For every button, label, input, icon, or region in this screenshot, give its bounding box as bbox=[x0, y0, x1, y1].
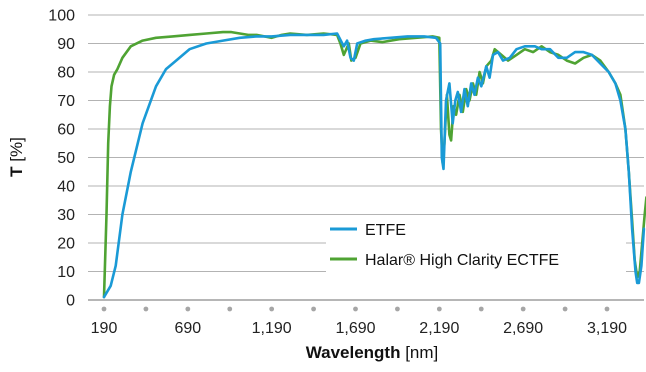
series-line-etfe bbox=[102, 32, 646, 299]
x-tick-dot bbox=[143, 306, 149, 312]
x-tick-dot bbox=[101, 306, 107, 312]
grid-lines bbox=[88, 14, 644, 301]
legend-background bbox=[326, 216, 626, 272]
y-tick-label: 60 bbox=[57, 122, 75, 139]
y-tick-label: 0 bbox=[66, 293, 75, 310]
y-axis-title-main: T bbox=[7, 166, 26, 177]
x-tick-dot bbox=[562, 306, 568, 312]
x-tick-dot bbox=[604, 306, 610, 312]
y-tick-label: 100 bbox=[48, 8, 75, 25]
x-tick-labels: 190 690 1,190 1,690 2,190 2,690 3,190 bbox=[91, 320, 627, 337]
legend: ETFE Halar® High Clarity ECTFE bbox=[326, 216, 626, 272]
y-axis-title: T [%] bbox=[7, 137, 26, 177]
x-tick-label: 2,690 bbox=[503, 320, 543, 337]
x-tick-dots bbox=[101, 306, 610, 312]
x-tick-label: 3,190 bbox=[587, 320, 627, 337]
x-tick-dot bbox=[311, 306, 316, 312]
y-tick-label: 40 bbox=[57, 179, 75, 196]
x-tick-label: 2,190 bbox=[419, 320, 459, 337]
x-tick-label: 1,190 bbox=[252, 320, 292, 337]
y-tick-label: 90 bbox=[57, 36, 75, 53]
series-lines bbox=[102, 30, 646, 299]
legend-label-etfe: ETFE bbox=[365, 222, 406, 239]
x-axis-title-unit: [nm] bbox=[400, 343, 438, 362]
x-axis-title: Wavelength [nm] bbox=[306, 343, 439, 362]
y-tick-label: 50 bbox=[57, 150, 75, 167]
y-tick-label: 10 bbox=[57, 264, 75, 281]
x-tick-dot bbox=[227, 306, 233, 312]
x-tick-dot bbox=[395, 306, 400, 312]
x-tick-dot bbox=[436, 306, 442, 312]
y-tick-labels: 0 10 20 30 40 50 60 70 80 90 100 bbox=[48, 8, 75, 310]
x-axis-title-main: Wavelength bbox=[306, 343, 401, 362]
x-tick-dot bbox=[185, 306, 191, 312]
legend-label-ectfe: Halar® High Clarity ECTFE bbox=[365, 252, 559, 269]
y-tick-label: 80 bbox=[57, 65, 75, 82]
x-tick-dot bbox=[353, 306, 358, 312]
x-tick-dot bbox=[269, 306, 275, 312]
y-tick-label: 70 bbox=[57, 93, 75, 110]
x-tick-label: 190 bbox=[91, 320, 118, 337]
x-tick-dot bbox=[520, 306, 526, 312]
x-tick-label: 690 bbox=[174, 320, 201, 337]
y-tick-label: 20 bbox=[57, 236, 75, 253]
y-tick-label: 30 bbox=[57, 207, 75, 224]
x-tick-dot bbox=[478, 306, 484, 312]
x-tick-label: 1,690 bbox=[335, 320, 375, 337]
y-axis-title-unit: [%] bbox=[7, 137, 26, 166]
